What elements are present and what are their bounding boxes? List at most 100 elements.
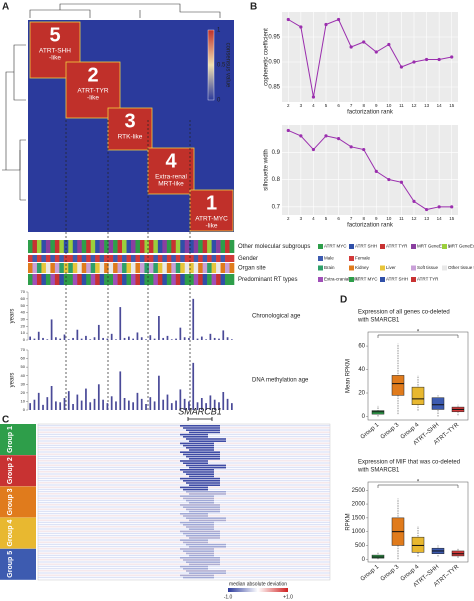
- panel-label: D: [340, 295, 347, 306]
- annotation-cell: [41, 240, 47, 253]
- annotation-cell: [211, 240, 217, 253]
- cnv-deletion: [189, 510, 220, 513]
- cluster-number: 2: [87, 64, 98, 86]
- bar: [123, 398, 126, 410]
- bar: [115, 401, 117, 410]
- annotation-cell: [184, 263, 190, 273]
- bar: [67, 339, 70, 340]
- box: [391, 375, 405, 396]
- chart-title: with SMARCB1: [357, 318, 400, 324]
- bar: [149, 397, 152, 410]
- bar: [106, 338, 109, 340]
- cnv-deletion: [183, 471, 214, 473]
- y-axis-label: Mean RPKM: [346, 359, 352, 393]
- cnv-deletion: [189, 466, 226, 469]
- y-tick-label: 10: [21, 330, 26, 335]
- bar: [85, 388, 87, 410]
- cnv-deletion: [180, 425, 220, 427]
- box: [411, 386, 425, 405]
- cnv-deletion: [180, 557, 220, 559]
- bar: [76, 394, 79, 410]
- annotation-cell: [216, 255, 221, 262]
- annotation-cell: [81, 255, 87, 262]
- annotation-cell: [50, 263, 56, 273]
- bar: [123, 337, 126, 340]
- x-tick-label: 15: [449, 216, 455, 221]
- annotation-cell: [211, 274, 217, 285]
- point: [437, 205, 441, 209]
- cnv-row: [38, 559, 330, 561]
- legend-label: ATRT MYC: [355, 277, 378, 282]
- bar: [170, 403, 173, 410]
- annotation-cell: [171, 240, 177, 253]
- cnv-row: [38, 466, 330, 468]
- bar: [149, 335, 152, 340]
- cnv-deletion: [189, 475, 214, 478]
- y-axis-label: years: [10, 309, 16, 324]
- cluster-label: ATRT-TYR: [77, 88, 108, 95]
- bar: [33, 399, 36, 410]
- bar: [72, 337, 74, 340]
- cnv-row: [38, 510, 330, 512]
- group-label: Group 4: [7, 520, 14, 547]
- y-tick-label: 0.90: [268, 60, 280, 66]
- cnv-deletion: [186, 561, 220, 563]
- y-axis-label: cophenetic coefficient: [264, 28, 270, 86]
- annotation-cell: [77, 240, 83, 253]
- cnv-deletion: [180, 574, 214, 577]
- y-tick-label: 40: [358, 367, 365, 373]
- annotation-cell: [153, 263, 159, 273]
- cnv-deletion: [180, 539, 208, 541]
- point: [399, 65, 404, 69]
- cnv-deletion: [183, 541, 208, 544]
- annotation-cell: [131, 240, 136, 253]
- point: [349, 145, 353, 149]
- annotation-cell: [139, 255, 145, 262]
- cnv-row: [38, 524, 330, 526]
- annotation-cell: [36, 263, 42, 273]
- x-tick-label: 10: [386, 216, 392, 221]
- annotation-cell: [193, 274, 199, 285]
- cnv-deletion: [186, 570, 226, 572]
- bar: [102, 337, 104, 340]
- annotation-cell: [113, 240, 118, 253]
- annotation-cell: [104, 263, 109, 273]
- annotation-cell: [90, 263, 96, 273]
- legend-gradient: [228, 588, 288, 592]
- bar: [226, 398, 229, 410]
- annotation-cell: [32, 255, 38, 262]
- annotation-cell: [36, 255, 42, 262]
- annotation-cell: [148, 255, 154, 262]
- x-tick-label: 14: [437, 103, 443, 108]
- annotation-cell: [220, 255, 226, 262]
- annotation-cell: [126, 263, 132, 273]
- plot-background: [282, 125, 458, 215]
- cnv-row: [38, 528, 330, 530]
- annotation-cell: [166, 240, 172, 253]
- annotation-cell: [198, 274, 203, 285]
- y-tick-label: 0.95: [268, 35, 280, 41]
- cnv-row: [38, 504, 330, 506]
- point: [362, 40, 366, 44]
- x-tick-label: 7: [350, 103, 353, 108]
- cnv-deletion: [189, 449, 214, 451]
- cnv-row: [38, 543, 330, 545]
- bar: [85, 335, 87, 340]
- annotation-cell: [202, 274, 208, 285]
- annotation-cell: [72, 240, 78, 253]
- legend-swatch: [380, 265, 385, 271]
- bar: [192, 298, 195, 340]
- annotation-row-label: Organ site: [238, 266, 266, 272]
- point: [450, 55, 454, 59]
- annotation-cell: [157, 255, 163, 262]
- annotation-cell: [175, 274, 181, 285]
- cluster-label: ATRT-SHH: [39, 48, 71, 55]
- annotation-cell: [220, 263, 226, 273]
- x-tick-label: 13: [424, 216, 430, 221]
- cnv-deletion: [189, 572, 226, 574]
- annotation-cell: [135, 274, 141, 285]
- point: [311, 95, 316, 99]
- legend-tick: +1.0: [283, 594, 293, 600]
- legend-label: Female: [355, 256, 371, 261]
- annotation-cell: [216, 240, 221, 253]
